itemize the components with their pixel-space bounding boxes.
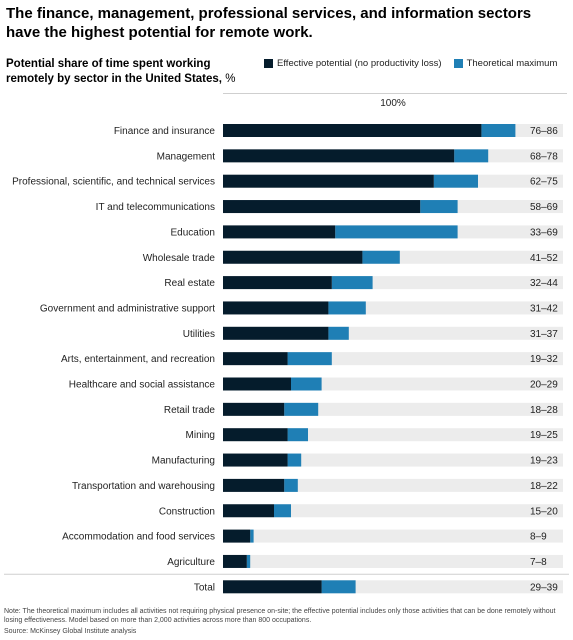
bar-theoretical-retail-trade xyxy=(284,402,319,416)
bar-theoretical-real-estate xyxy=(331,276,373,290)
source-note: Source: McKinsey Global Institute analys… xyxy=(4,628,137,635)
bar-effective-accommodation-and-food-services xyxy=(223,529,251,543)
chart-title: The finance, management, professional se… xyxy=(6,5,532,41)
footnote: Note: The theoretical maximum includes a… xyxy=(4,608,556,624)
range-label-construction: 15–20 xyxy=(530,506,558,517)
bar-effective-education xyxy=(223,225,336,239)
legend-label-effective: Effective potential (no productivity los… xyxy=(277,58,442,69)
bar-theoretical-utilities xyxy=(328,326,349,340)
bar-effective-management xyxy=(223,149,455,163)
range-label-management: 68–78 xyxy=(530,151,558,162)
bar-effective-total xyxy=(223,580,322,594)
range-label-wholesale-trade: 41–52 xyxy=(530,253,558,264)
category-label-finance-and-insurance: Finance and insurance xyxy=(114,126,216,137)
range-label-manufacturing: 19–23 xyxy=(530,456,558,467)
range-label-finance-and-insurance: 76–86 xyxy=(530,126,558,137)
category-label-real-estate: Real estate xyxy=(164,278,215,289)
category-label-government-and-administrative-support: Government and administrative support xyxy=(40,303,215,314)
category-label-it-and-telecommunications: IT and telecommunications xyxy=(96,202,215,213)
bar-background-construction xyxy=(223,504,563,518)
bar-theoretical-healthcare-and-social-assistance xyxy=(291,377,322,391)
bar-effective-mining xyxy=(223,428,288,442)
bar-theoretical-total xyxy=(321,580,356,594)
category-label-retail-trade: Retail trade xyxy=(164,405,216,416)
bar-effective-utilities xyxy=(223,326,329,340)
range-label-mining: 19–25 xyxy=(530,430,558,441)
range-label-real-estate: 32–44 xyxy=(530,278,558,289)
bar-theoretical-manufacturing xyxy=(287,453,302,467)
legend-swatch-theoretical xyxy=(453,59,463,68)
bar-theoretical-it-and-telecommunications xyxy=(420,200,458,214)
category-label-utilities: Utilities xyxy=(183,329,215,340)
category-label-mining: Mining xyxy=(186,430,215,441)
bar-effective-retail-trade xyxy=(223,402,285,416)
bar-effective-real-estate xyxy=(223,276,332,290)
legend-item-effective: Effective potential (no productivity los… xyxy=(264,58,442,69)
bar-effective-government-and-administrative-support xyxy=(223,301,329,315)
range-label-agriculture: 7–8 xyxy=(530,557,547,568)
category-label-education: Education xyxy=(171,227,215,238)
bar-effective-wholesale-trade xyxy=(223,250,363,264)
bar-theoretical-mining xyxy=(287,428,308,442)
bar-effective-healthcare-and-social-assistance xyxy=(223,377,291,391)
bar-theoretical-finance-and-insurance xyxy=(481,124,516,137)
category-label-manufacturing: Manufacturing xyxy=(152,456,215,467)
bar-background-agriculture xyxy=(223,554,563,568)
header-rule xyxy=(223,93,567,94)
header-100-label: 100% xyxy=(380,98,406,109)
range-label-retail-trade: 18–28 xyxy=(530,405,558,416)
bar-effective-arts-entertainment-and-recreation xyxy=(223,352,288,366)
range-label-utilities: 31–37 xyxy=(530,329,558,340)
category-label-transportation-and-warehousing: Transportation and warehousing xyxy=(72,481,215,492)
category-label-professional-scientific-and-technical-services: Professional, scientific, and technical … xyxy=(12,177,215,188)
bar-background-accommodation-and-food-services xyxy=(223,529,563,543)
subtitle-unit: % xyxy=(225,73,236,85)
category-label-management: Management xyxy=(157,151,216,162)
legend-label-theoretical: Theoretical maximum xyxy=(466,58,558,69)
bar-theoretical-transportation-and-warehousing xyxy=(284,478,298,492)
bar-background-transportation-and-warehousing xyxy=(223,478,563,492)
bar-effective-agriculture xyxy=(223,554,247,568)
bar-theoretical-education xyxy=(335,225,458,239)
bar-theoretical-management xyxy=(454,149,489,163)
category-label-agriculture: Agriculture xyxy=(167,557,215,568)
bar-background-manufacturing xyxy=(223,453,563,467)
bar-theoretical-accommodation-and-food-services xyxy=(250,529,254,543)
range-label-total: 29–39 xyxy=(530,582,558,593)
bar-theoretical-professional-scientific-and-technical-services xyxy=(433,174,478,188)
category-label-total: Total xyxy=(194,582,215,593)
range-label-arts-entertainment-and-recreation: 19–32 xyxy=(530,354,558,365)
range-label-accommodation-and-food-services: 8–9 xyxy=(530,532,547,543)
bar-theoretical-government-and-administrative-support xyxy=(328,301,366,315)
legend-swatch-effective xyxy=(264,59,273,68)
range-label-transportation-and-warehousing: 18–22 xyxy=(530,481,558,492)
legend: Effective potential (no productivity los… xyxy=(264,58,569,69)
legend-item-theoretical: Theoretical maximum xyxy=(453,58,558,69)
bar-effective-professional-scientific-and-technical-services xyxy=(223,174,434,188)
chart-subtitle: Potential share of time spent working re… xyxy=(6,57,256,87)
category-label-construction: Construction xyxy=(159,506,215,517)
range-label-healthcare-and-social-assistance: 20–29 xyxy=(530,380,558,391)
bar-chart: Finance and insurance 76–86 Management 68–7… xyxy=(4,124,569,594)
bar-effective-transportation-and-warehousing xyxy=(223,478,285,492)
category-label-wholesale-trade: Wholesale trade xyxy=(143,253,216,264)
category-label-accommodation-and-food-services: Accommodation and food services xyxy=(62,532,215,543)
category-label-arts-entertainment-and-recreation: Arts, entertainment, and recreation xyxy=(61,354,215,365)
bar-effective-finance-and-insurance xyxy=(223,124,482,137)
bar-effective-construction xyxy=(223,504,274,518)
bar-theoretical-construction xyxy=(274,504,291,518)
bar-theoretical-wholesale-trade xyxy=(362,250,400,264)
subtitle-text: Potential share of time spent working re… xyxy=(6,58,223,85)
range-label-it-and-telecommunications: 58–69 xyxy=(530,202,558,213)
range-label-professional-scientific-and-technical-services: 62–75 xyxy=(530,177,558,188)
category-label-healthcare-and-social-assistance: Healthcare and social assistance xyxy=(69,380,216,391)
bar-effective-it-and-telecommunications xyxy=(223,200,421,214)
bar-effective-manufacturing xyxy=(223,453,288,467)
bar-theoretical-agriculture xyxy=(246,554,251,568)
range-label-education: 33–69 xyxy=(530,227,558,238)
range-label-government-and-administrative-support: 31–42 xyxy=(530,303,558,314)
bar-theoretical-arts-entertainment-and-recreation xyxy=(287,352,332,366)
